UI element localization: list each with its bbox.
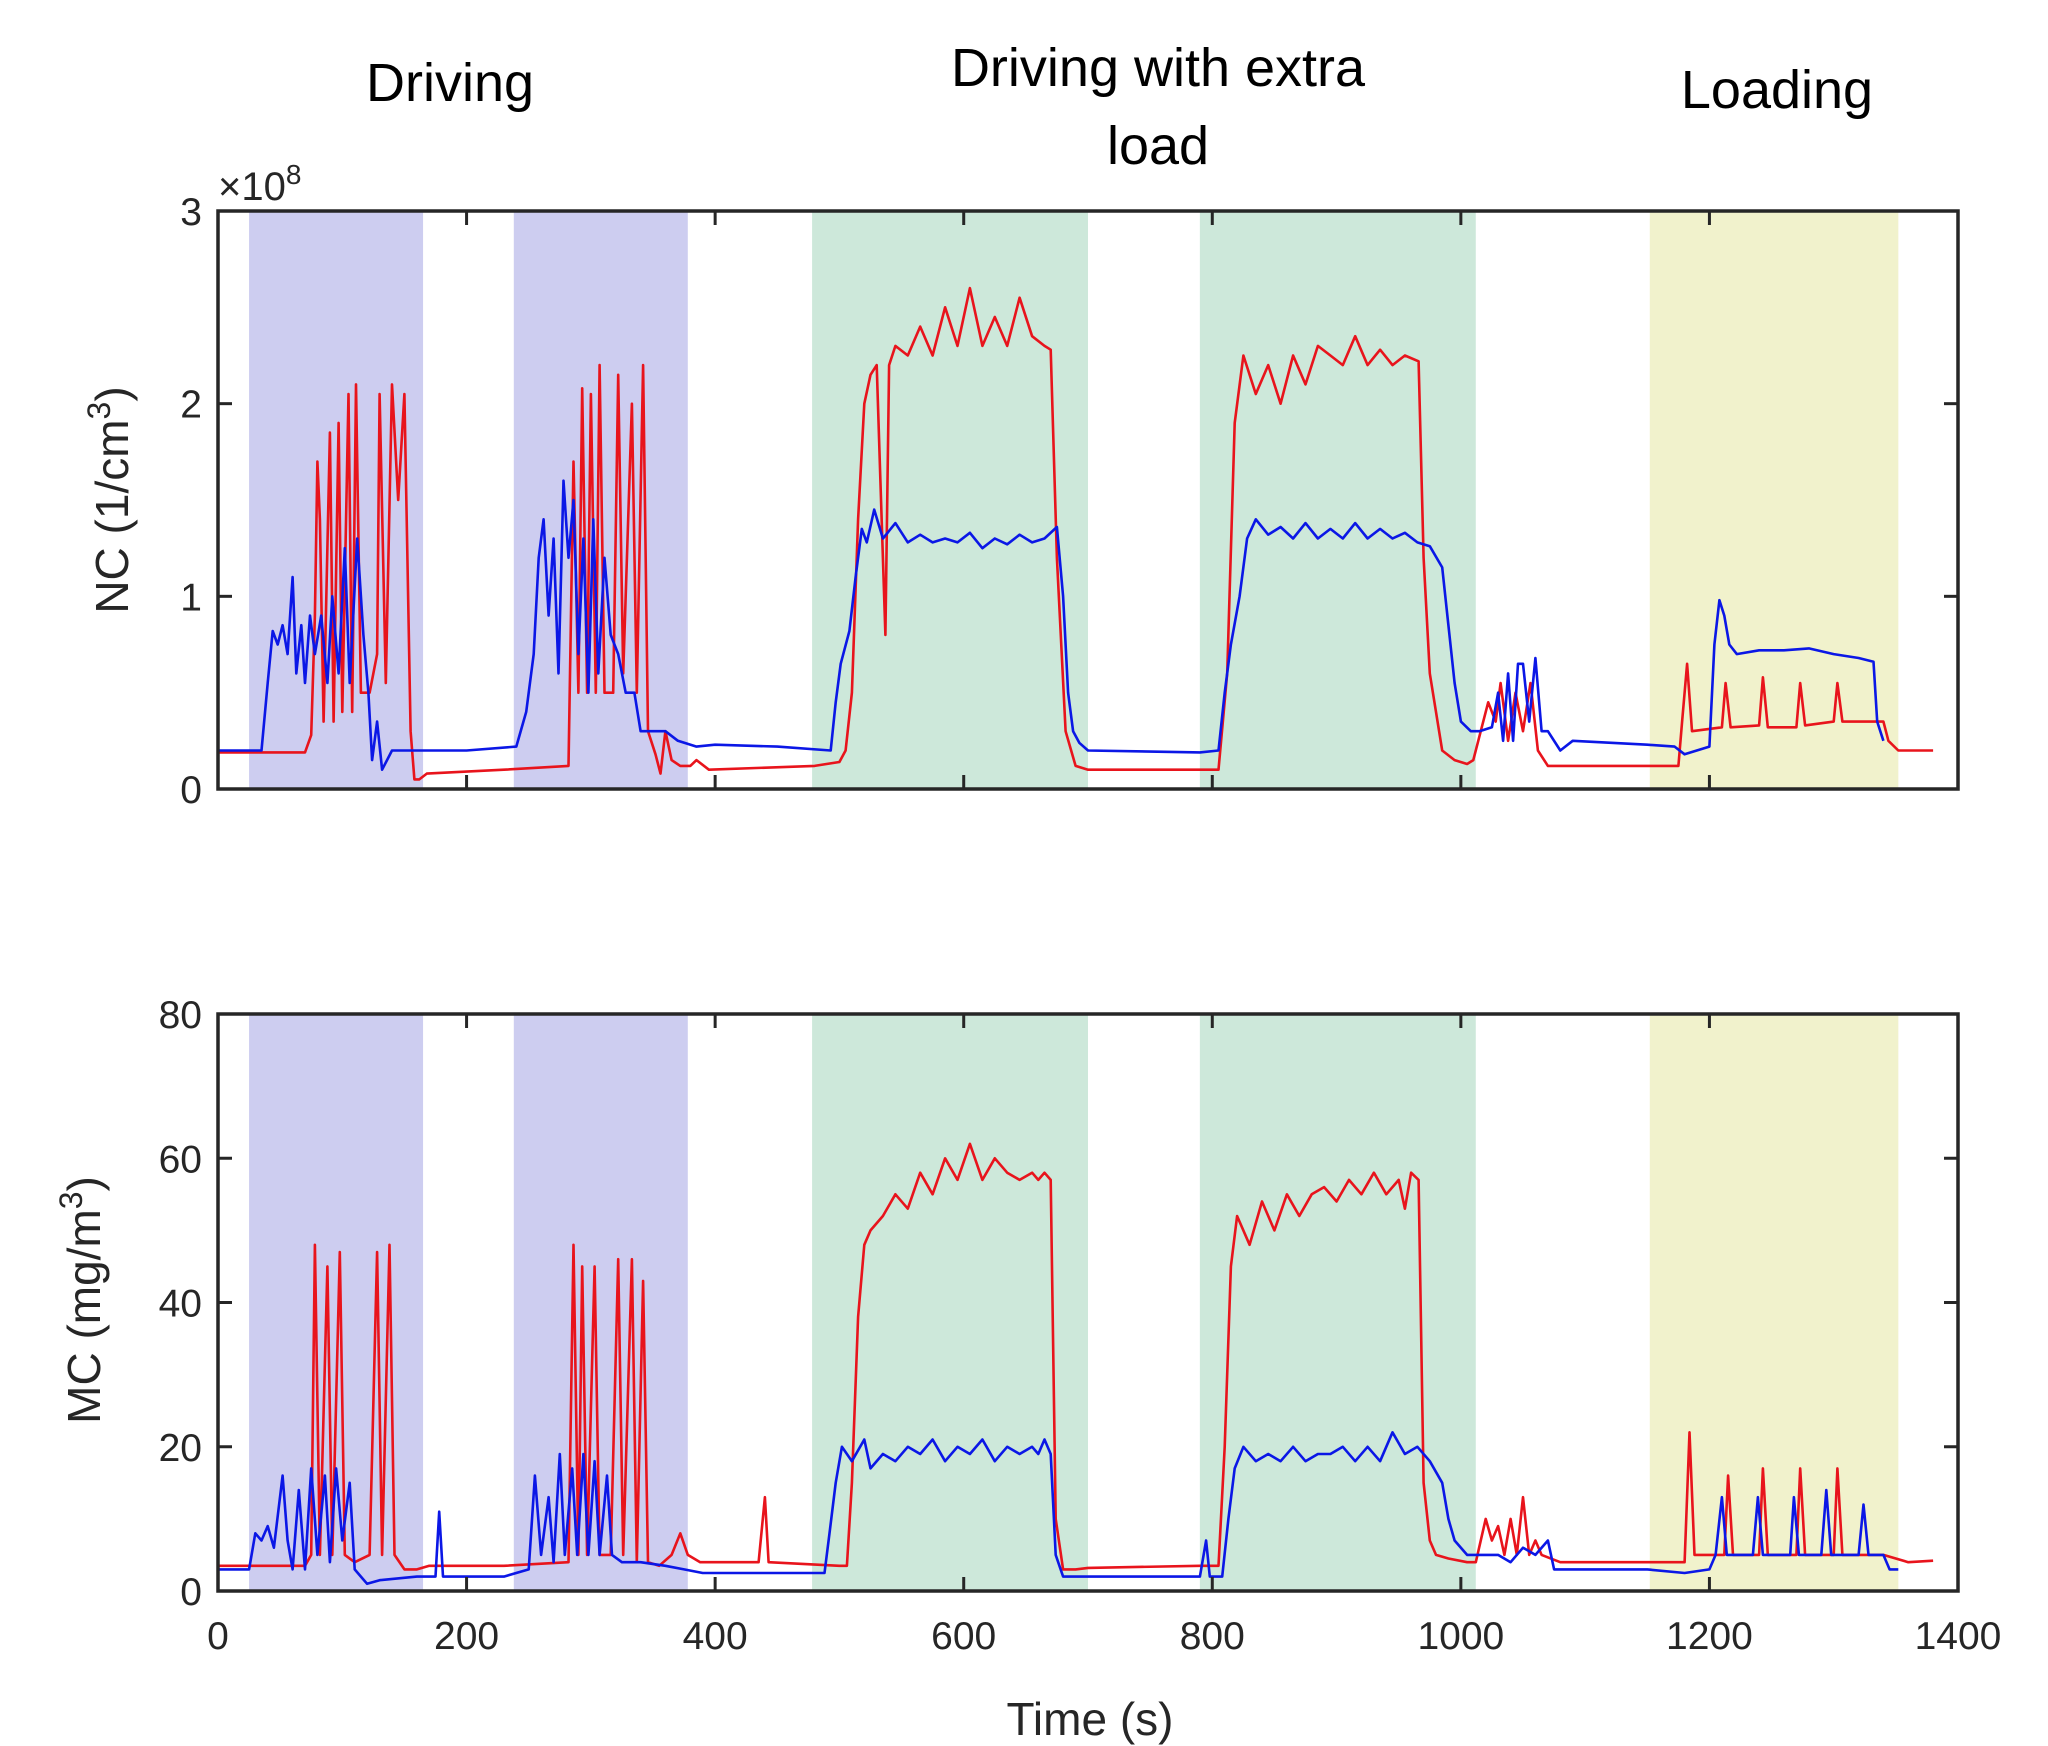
nc-ytick-label: 1 [180,576,202,619]
nc-band-loading-4 [1649,211,1899,789]
phase-label-extra-load-line2: load [1107,116,1209,176]
mc-ytick-label: 0 [180,1571,202,1614]
phase-label-extra-load-line1: Driving with extra [951,38,1366,98]
nc-y-axis-label: NC (1/cm3) [81,386,138,613]
mc-series [218,1142,1934,1586]
x-axis-label: Time (s) [1007,1693,1174,1745]
nc-series-blue [218,479,1885,771]
mc-xtick-label: 400 [683,1615,748,1658]
mc-ytick-label: 20 [159,1427,202,1470]
nc-ytick-label: 2 [180,384,202,427]
nc-band-extra_load-2 [812,211,1088,789]
nc-ticks: 0 1 2 3 [180,191,1960,812]
mc-xtick-label: 1200 [1666,1615,1753,1658]
nc-phase-bands [249,211,1899,789]
mc-band-driving-1 [513,1014,688,1591]
mc-xtick-label: 1000 [1417,1615,1504,1658]
nc-exponent-label: ×108 [218,159,301,209]
nc-series [218,286,1934,781]
nc-ytick-label: 0 [180,769,202,812]
mc-band-driving-0 [249,1014,424,1591]
mc-ytick-label: 60 [159,1138,202,1181]
mc-plot: 0 200 400 600 800 1000 1200 1400 0 20 40 60 80 MC (m… [53,994,2001,1745]
mc-band-extra_load-3 [1199,1014,1476,1591]
mc-series-red [218,1142,1934,1571]
nc-series-red [218,286,1934,781]
mc-ytick-label: 40 [159,1283,202,1326]
mc-y-axis-label: MC (mg/m3) [53,1176,110,1424]
phase-label-driving: Driving [366,53,534,113]
mc-xtick-label: 600 [931,1615,996,1658]
mc-band-extra_load-2 [812,1014,1088,1591]
mc-series-blue [218,1431,1899,1586]
mc-xtick-label: 0 [207,1615,229,1658]
mc-ytick-label: 80 [159,994,202,1037]
nc-band-extra_load-3 [1199,211,1476,789]
mc-xtick-label: 200 [434,1615,499,1658]
mc-ticks: 0 200 400 600 800 1000 1200 1400 0 20 40 60 80 [159,994,2002,1658]
nc-ytick-label: 3 [180,191,202,234]
mc-xtick-label: 800 [1180,1615,1245,1658]
nc-plot: 0 1 2 3 ×108 NC (1/cm3) [81,159,1960,812]
mc-xtick-label: 1400 [1915,1615,2002,1658]
mc-phase-bands [249,1014,1899,1591]
nc-axes-frame [216,209,1960,791]
phase-label-loading: Loading [1681,60,1873,120]
